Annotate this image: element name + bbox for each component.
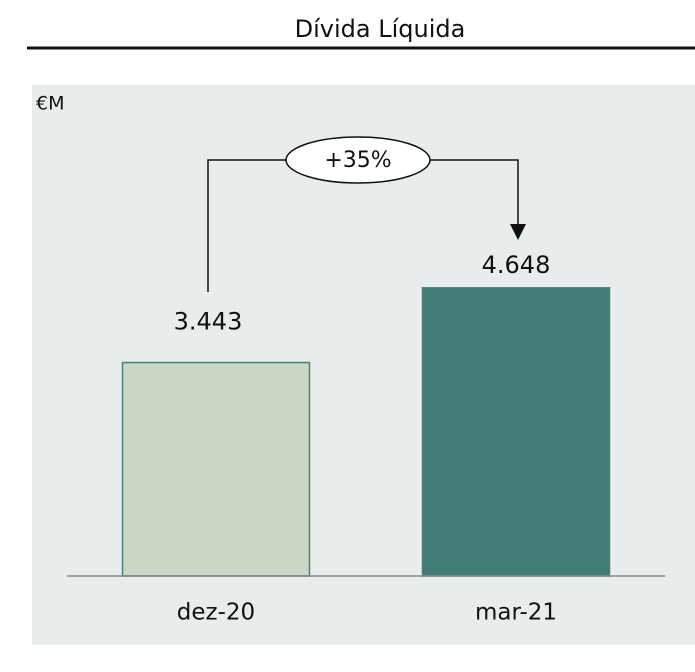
value-label: 4.648 xyxy=(482,251,551,279)
bracket-right xyxy=(430,159,519,226)
bar xyxy=(121,361,311,577)
bracket-left xyxy=(207,159,286,292)
x-tick-label: mar-21 xyxy=(475,600,557,626)
chart-title: Dívida Líquida xyxy=(295,15,466,43)
arrowhead xyxy=(510,224,526,240)
bar xyxy=(421,287,611,577)
value-label: 3.443 xyxy=(174,308,243,336)
annotation-ellipse xyxy=(285,136,431,184)
unit-label: €M xyxy=(36,93,64,115)
x-tick-label: dez-20 xyxy=(177,600,255,626)
annotation: +35% xyxy=(324,148,391,173)
